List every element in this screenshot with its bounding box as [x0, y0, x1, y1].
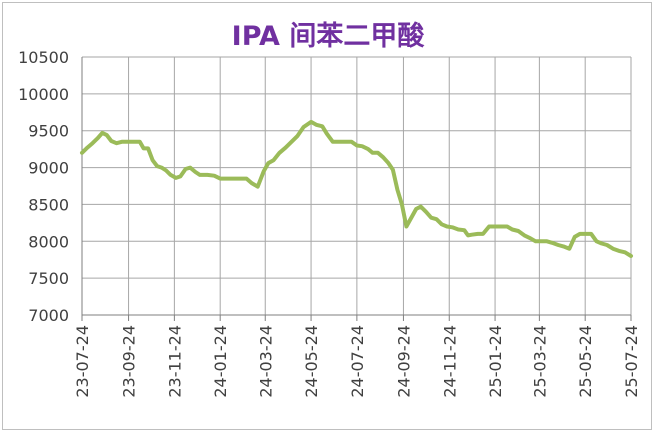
- y-tick-label: 9500: [28, 122, 69, 141]
- x-tick-label: 24-03-24: [256, 325, 275, 398]
- x-axis-tick-labels: 23-07-24 23-09-24 23-11-24 24-01-24 24-03-24…: [73, 325, 641, 398]
- x-tick-label: 25-07-24: [622, 325, 641, 398]
- y-tick-label: 10000: [18, 85, 69, 104]
- x-tick-label: 24-11-24: [440, 325, 459, 398]
- y-tick-label: 7500: [28, 269, 69, 288]
- x-tick-label: 25-01-24: [486, 325, 505, 398]
- x-tick-label: 23-11-24: [165, 325, 184, 398]
- grid-lines: [81, 56, 632, 316]
- y-tick-label: 8500: [28, 195, 69, 214]
- series-layer: [80, 119, 633, 258]
- y-tick-label: 8000: [28, 232, 69, 251]
- x-tick-label: 24-09-24: [394, 325, 413, 398]
- y-tick-label: 7000: [28, 306, 69, 325]
- x-tick-label: 24-07-24: [348, 325, 367, 398]
- chart-frame: [2, 2, 652, 430]
- y-axis-tick-labels: 7000 7500 8000 8500 9000 9500 10000 10500: [18, 48, 69, 325]
- axes: [81, 57, 632, 321]
- y-tick-label: 10500: [18, 48, 69, 67]
- x-tick-label: 25-03-24: [530, 325, 549, 398]
- y-tick-label: 9000: [28, 159, 69, 178]
- chart-title: IPA 间苯二甲酸: [231, 21, 425, 52]
- x-tick-label: 23-07-24: [73, 325, 92, 398]
- x-tick-label: 24-05-24: [302, 325, 321, 398]
- x-tick-label: 25-05-24: [576, 325, 595, 398]
- series-line: [80, 119, 633, 258]
- x-tick-label: 23-09-24: [120, 325, 139, 398]
- x-tick-label: 24-01-24: [211, 325, 230, 398]
